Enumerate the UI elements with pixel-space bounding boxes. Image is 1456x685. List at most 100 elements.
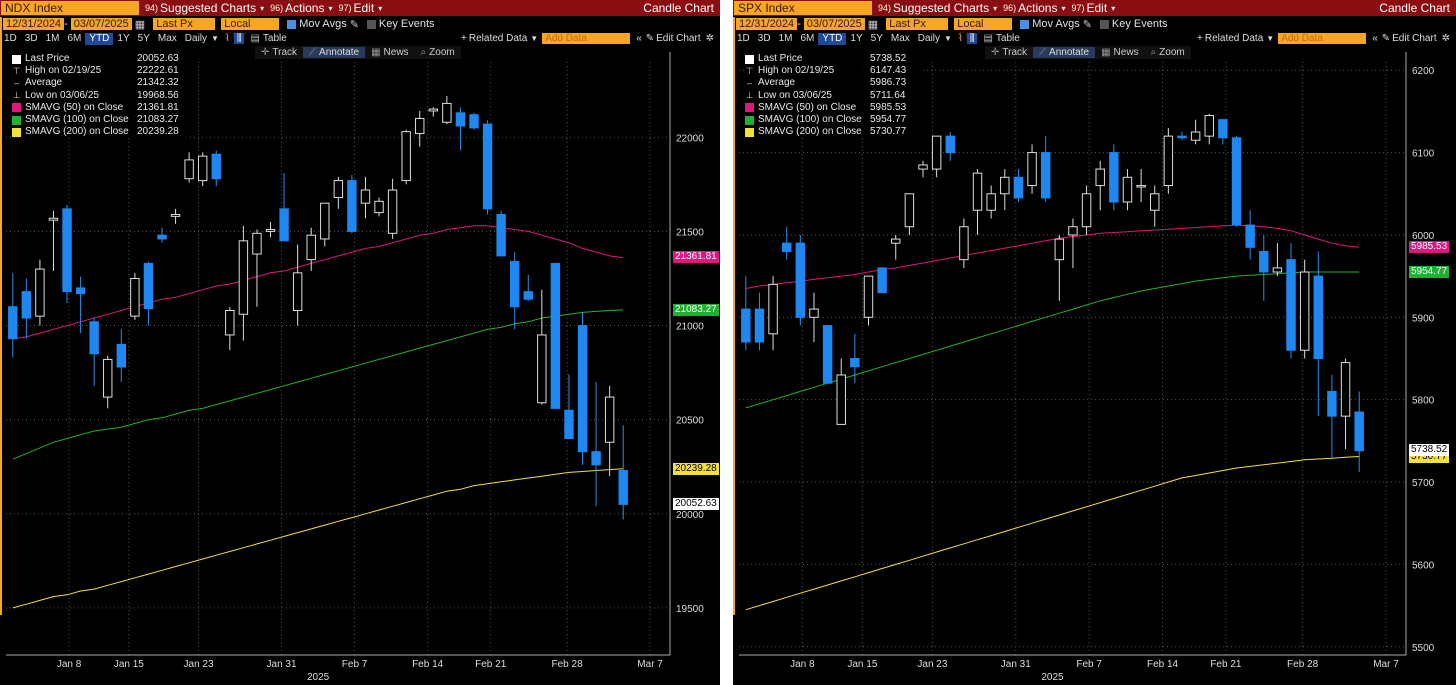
candle-body-up (904, 193, 915, 228)
period-button-1m[interactable]: 1M (778, 32, 793, 44)
period-button-1d[interactable]: 1D (4, 32, 17, 44)
bar-type-icon[interactable]: ⫼ (233, 33, 245, 44)
period-button-6m[interactable]: 6M (67, 32, 82, 44)
add-data-input[interactable]: Add Data (1278, 33, 1367, 44)
candle (1272, 243, 1283, 277)
bar-type-icon[interactable]: ⫼ (966, 33, 978, 44)
legend-value: 20052.63 (137, 53, 179, 64)
pencil-icon[interactable]: ✎ (349, 18, 359, 31)
tool-track[interactable]: ✛ Track (255, 47, 303, 58)
candle (1259, 234, 1269, 301)
candle-body-up (959, 226, 969, 261)
candle-body-up (1272, 267, 1283, 273)
period-button-ytd[interactable]: YTD (85, 32, 114, 45)
tool-zoom[interactable]: ⌕ Zoom (415, 47, 461, 58)
key-events-checkbox[interactable] (366, 19, 376, 29)
menu-actions[interactable]: 96) Actions ▾ (270, 1, 332, 15)
related-data-button[interactable]: Related Data (468, 33, 528, 44)
calendar-icon[interactable]: ▦ (134, 18, 146, 31)
related-data-button[interactable]: Related Data (1204, 33, 1264, 44)
x-year-label: 2025 (307, 672, 330, 683)
candle-body-up (225, 309, 235, 336)
table-button[interactable]: Table (262, 33, 287, 44)
key-events-label: Key Events (378, 18, 435, 30)
currency-select[interactable]: Local CCY (221, 18, 280, 42)
period-button-5y[interactable]: 5Y (870, 32, 883, 44)
candle-body-up (252, 232, 262, 255)
field-select[interactable]: Last Px (886, 18, 949, 30)
ticker-field[interactable]: NDX Index (1, 1, 139, 15)
date-from-input[interactable]: 12/31/2024 (736, 18, 798, 30)
period-button-1y[interactable]: 1Y (117, 32, 130, 44)
period-button-1y[interactable]: 1Y (850, 32, 863, 44)
candle (891, 234, 901, 260)
menu-edit[interactable]: 97) Edit ▾ (1071, 1, 1115, 15)
tool-label: News (383, 47, 409, 58)
x-tick-label: Feb 21 (1210, 659, 1242, 670)
collapse-icon[interactable]: « (1372, 33, 1378, 44)
edit-chart-button[interactable]: Edit Chart (1392, 33, 1437, 44)
tool-label: Track (1002, 47, 1028, 58)
candle-body-up (374, 200, 384, 214)
gear-icon[interactable]: ✲ (1441, 33, 1450, 44)
candle (604, 385, 615, 477)
menu-actions[interactable]: 96) Actions ▾ (1003, 1, 1065, 15)
period-button-1m[interactable]: 1M (45, 32, 60, 44)
date-from-input[interactable]: 12/31/2024 (3, 18, 65, 30)
period-button-5y[interactable]: 5Y (137, 32, 150, 44)
edit-chart-button[interactable]: Edit Chart (656, 33, 701, 44)
ticker-field[interactable]: SPX Index (734, 1, 872, 15)
add-data-input[interactable]: Add Data (542, 33, 631, 44)
frequency-select[interactable]: Daily (184, 32, 208, 44)
candle-body-up (1136, 185, 1146, 188)
date-to-input[interactable]: 03/07/2025 (803, 18, 865, 30)
collapse-icon[interactable]: « (636, 33, 642, 44)
table-button[interactable]: Table (995, 33, 1020, 44)
candle-body-up (1095, 168, 1105, 187)
legend-label: Average (25, 77, 63, 89)
mov-avgs-checkbox[interactable] (287, 19, 297, 29)
candle (184, 152, 194, 183)
candle (265, 222, 276, 238)
candle-body-up (1081, 193, 1092, 228)
chevron-down-icon: ▼ (1266, 34, 1275, 43)
menu-suggested-charts[interactable]: 94) Suggested Charts ▾ (145, 1, 264, 15)
line-type-icon[interactable]: ⌇ (957, 33, 963, 44)
tool-news[interactable]: ▦ News (1095, 47, 1144, 58)
tool-zoom[interactable]: ⌕ Zoom (1145, 47, 1191, 58)
table-icon: ▤ (250, 33, 260, 44)
gear-icon[interactable]: ✲ (705, 33, 714, 44)
candle (877, 267, 887, 294)
candle (48, 210, 59, 271)
period-button-3d[interactable]: 3D (24, 32, 38, 44)
candle (822, 325, 833, 384)
moving-average-line (12, 225, 624, 340)
candle-body-up (1150, 193, 1160, 211)
period-button-max[interactable]: Max (157, 32, 177, 44)
field-select[interactable]: Last Px (153, 18, 216, 30)
date-to-input[interactable]: 03/07/2025 (70, 18, 132, 30)
frequency-select[interactable]: Daily (917, 32, 941, 44)
period-button-6m[interactable]: 6M (800, 32, 815, 44)
tool-annotate[interactable]: ⟋ Annotate (303, 47, 366, 58)
tool-annotate[interactable]: ⟋ Annotate (1033, 47, 1096, 58)
pencil-icon[interactable]: ✎ (1082, 18, 1092, 31)
tool-label: Zoom (429, 47, 455, 58)
mov-avgs-checkbox[interactable] (1020, 19, 1030, 29)
candle (972, 169, 983, 235)
tool-track[interactable]: ✛ Track (985, 47, 1033, 58)
period-button-1d[interactable]: 1D (737, 32, 750, 44)
candle-body-up (428, 108, 439, 112)
period-button-ytd[interactable]: YTD (818, 32, 847, 45)
period-button-max[interactable]: Max (890, 32, 910, 44)
menu-suggested-charts[interactable]: 94) Suggested Charts ▾ (878, 1, 997, 15)
line-type-icon[interactable]: ⌇ (224, 33, 230, 44)
candle-body-up (1027, 152, 1037, 187)
candle (225, 306, 235, 351)
period-button-3d[interactable]: 3D (757, 32, 771, 44)
menu-edit[interactable]: 97) Edit ▾ (338, 1, 382, 15)
tool-news[interactable]: ▦ News (365, 47, 414, 58)
calendar-icon[interactable]: ▦ (867, 18, 879, 31)
candle-body-down (21, 291, 32, 319)
key-events-checkbox[interactable] (1099, 19, 1109, 29)
